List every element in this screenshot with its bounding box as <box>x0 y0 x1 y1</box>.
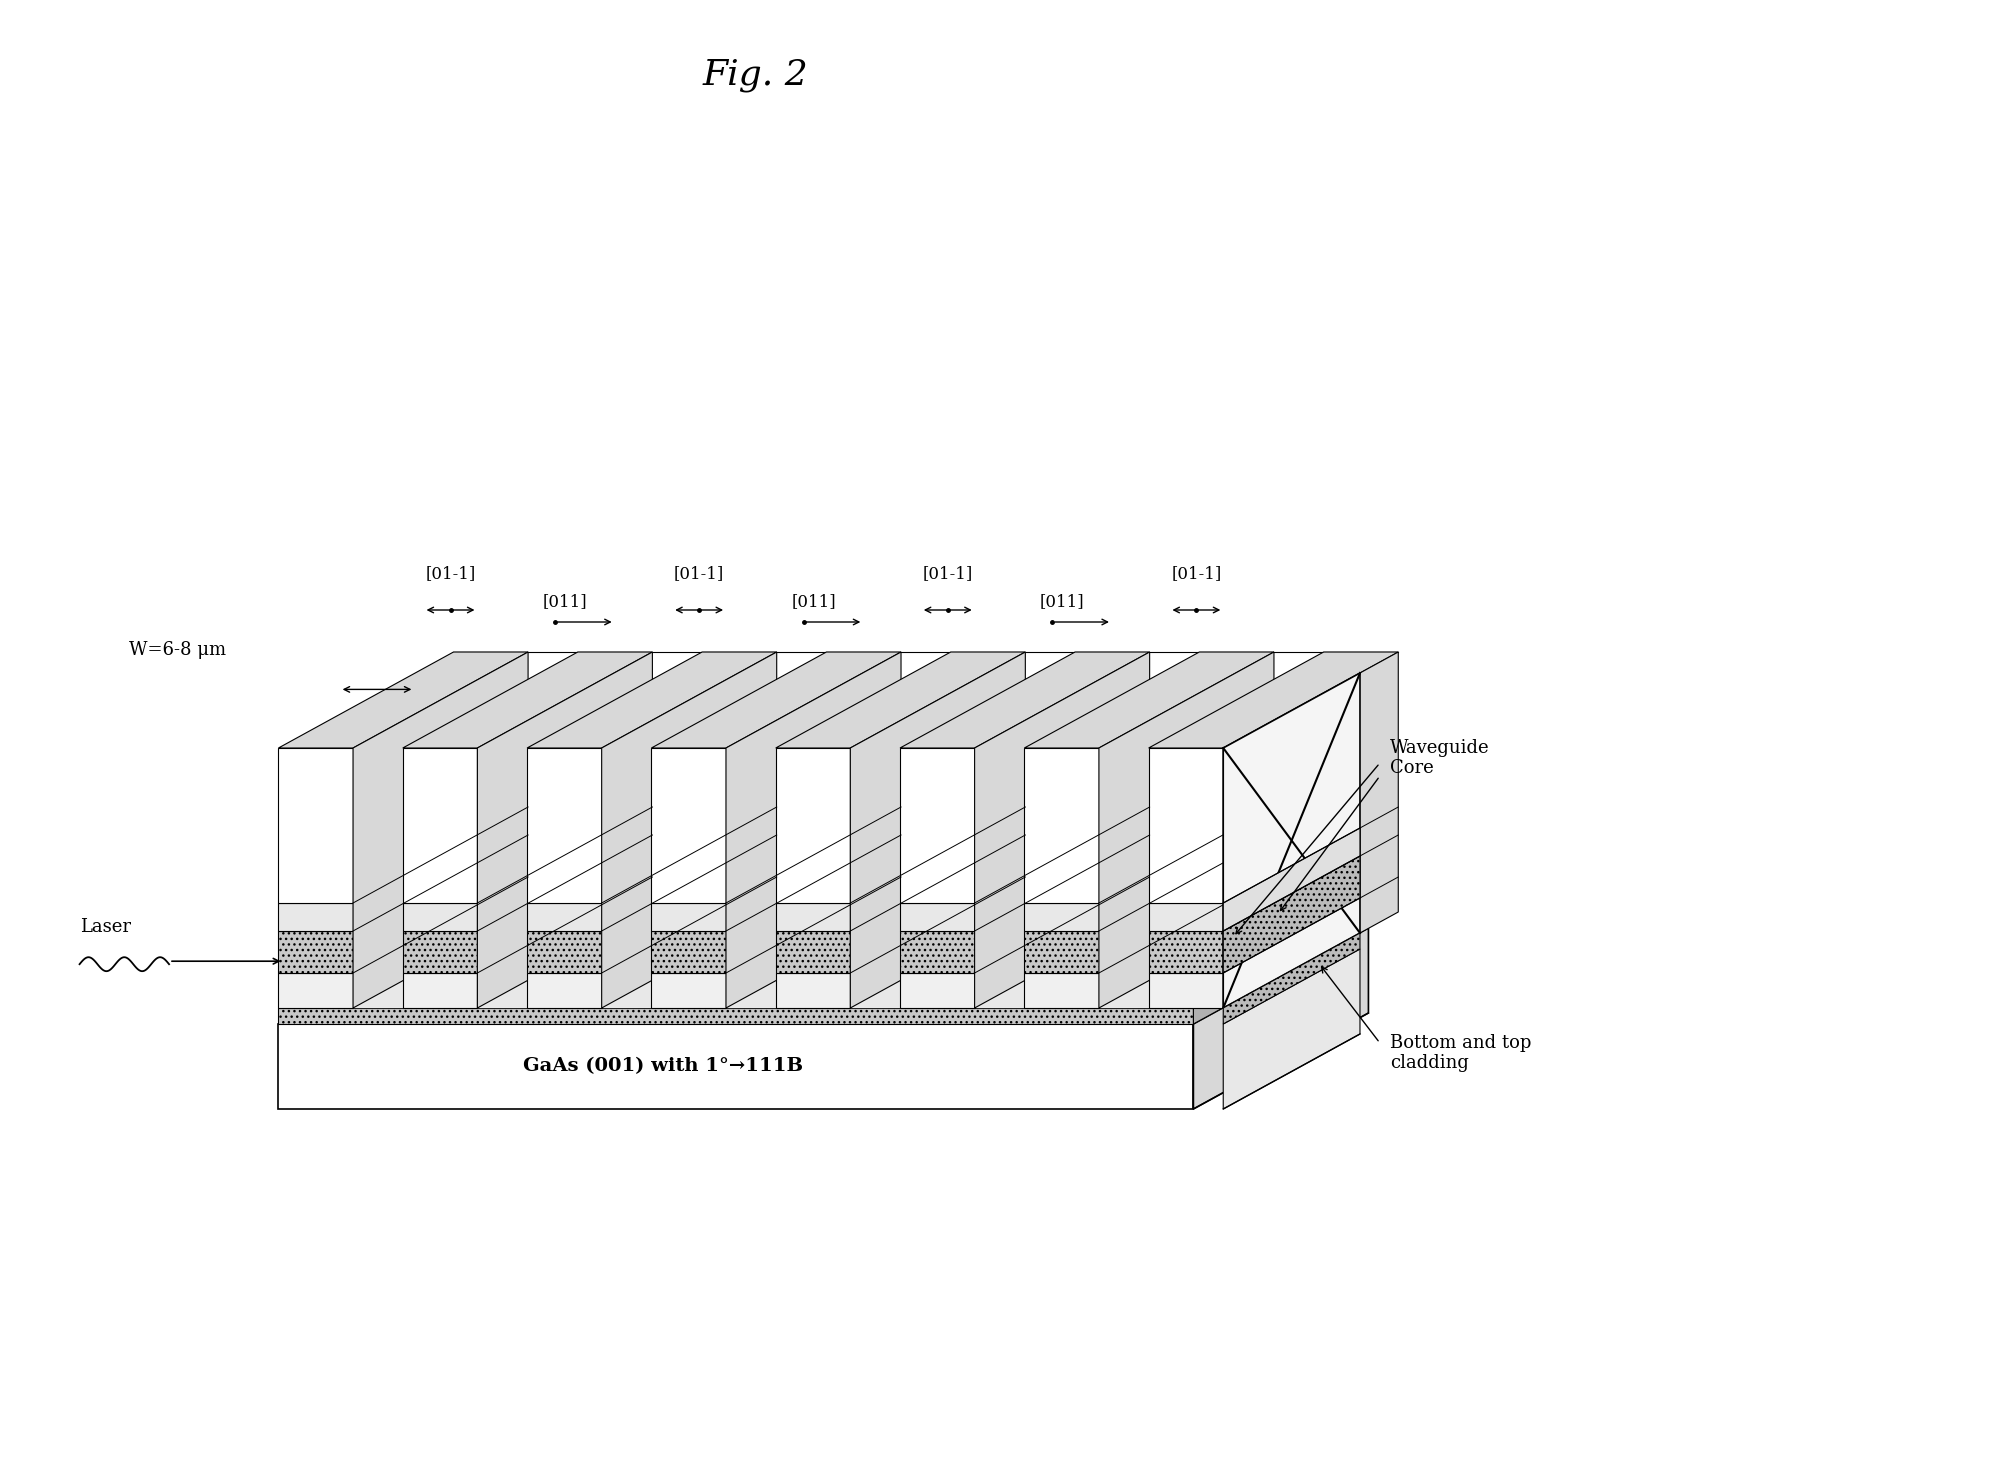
Polygon shape <box>278 903 354 931</box>
Polygon shape <box>726 931 776 973</box>
Polygon shape <box>402 652 652 748</box>
Polygon shape <box>975 973 1024 1008</box>
Polygon shape <box>601 903 650 931</box>
Polygon shape <box>477 931 527 973</box>
Polygon shape <box>354 903 402 931</box>
Polygon shape <box>899 973 975 1008</box>
Text: Waveguide
Core: Waveguide Core <box>1390 738 1490 778</box>
Polygon shape <box>975 903 1024 931</box>
Polygon shape <box>278 652 529 748</box>
Polygon shape <box>650 931 726 973</box>
Polygon shape <box>402 748 477 903</box>
Polygon shape <box>354 973 402 1008</box>
Polygon shape <box>1024 931 1098 973</box>
Polygon shape <box>477 973 527 1008</box>
Text: [01-1]: [01-1] <box>923 565 973 582</box>
Polygon shape <box>527 973 601 1008</box>
Polygon shape <box>1150 652 1398 748</box>
Polygon shape <box>278 748 354 903</box>
Polygon shape <box>1223 856 1360 973</box>
Polygon shape <box>1098 903 1150 931</box>
Polygon shape <box>402 931 477 973</box>
Polygon shape <box>601 652 776 1008</box>
Polygon shape <box>650 973 726 1008</box>
Polygon shape <box>278 1024 1193 1109</box>
Polygon shape <box>1150 748 1223 903</box>
Polygon shape <box>851 973 899 1008</box>
Polygon shape <box>851 652 1026 1008</box>
Polygon shape <box>975 931 1024 973</box>
Polygon shape <box>1024 973 1098 1008</box>
Polygon shape <box>650 748 726 903</box>
Polygon shape <box>851 931 899 973</box>
Text: W=6-8 μm: W=6-8 μm <box>129 641 227 659</box>
Polygon shape <box>899 652 1150 748</box>
Polygon shape <box>776 748 851 903</box>
Polygon shape <box>1024 748 1098 903</box>
Polygon shape <box>278 928 1368 1024</box>
Polygon shape <box>975 652 1150 1008</box>
Polygon shape <box>1098 931 1150 973</box>
Polygon shape <box>1223 948 1360 1109</box>
Polygon shape <box>402 903 477 931</box>
Text: [01-1]: [01-1] <box>426 565 475 582</box>
Polygon shape <box>1150 973 1223 1008</box>
Polygon shape <box>601 973 650 1008</box>
Polygon shape <box>899 748 975 903</box>
Text: [01-1]: [01-1] <box>1172 565 1221 582</box>
Polygon shape <box>650 652 901 748</box>
Text: [011]: [011] <box>792 592 835 610</box>
Polygon shape <box>527 652 776 748</box>
Polygon shape <box>278 1008 1193 1024</box>
Polygon shape <box>1098 652 1273 1008</box>
Polygon shape <box>650 903 726 931</box>
Polygon shape <box>726 652 901 1008</box>
Polygon shape <box>1223 829 1360 931</box>
Polygon shape <box>354 931 402 973</box>
Polygon shape <box>776 931 851 973</box>
Polygon shape <box>1223 673 1360 1008</box>
Polygon shape <box>527 931 601 973</box>
Polygon shape <box>776 652 1026 748</box>
Text: [01-1]: [01-1] <box>674 565 724 582</box>
Text: GaAs (001) with 1°→111B: GaAs (001) with 1°→111B <box>523 1058 804 1075</box>
Text: Bottom and top
cladding: Bottom and top cladding <box>1390 1033 1532 1072</box>
Polygon shape <box>527 903 601 931</box>
Polygon shape <box>1193 928 1368 1109</box>
Polygon shape <box>776 903 851 931</box>
Text: Fig. 2: Fig. 2 <box>702 58 810 92</box>
Polygon shape <box>776 973 851 1008</box>
Polygon shape <box>1024 652 1273 748</box>
Polygon shape <box>278 912 1368 1008</box>
Polygon shape <box>601 931 650 973</box>
Polygon shape <box>726 973 776 1008</box>
Polygon shape <box>899 903 975 931</box>
Polygon shape <box>402 973 477 1008</box>
Polygon shape <box>527 748 601 903</box>
Polygon shape <box>1098 973 1150 1008</box>
Polygon shape <box>1024 903 1098 931</box>
Polygon shape <box>1223 652 1398 1008</box>
Polygon shape <box>477 652 652 1008</box>
Polygon shape <box>726 903 776 931</box>
Polygon shape <box>851 903 899 931</box>
Polygon shape <box>1150 931 1223 973</box>
Polygon shape <box>354 652 529 1008</box>
Polygon shape <box>1223 932 1360 1024</box>
Polygon shape <box>899 931 975 973</box>
Polygon shape <box>278 931 354 973</box>
Text: Laser: Laser <box>80 918 131 937</box>
Polygon shape <box>1193 912 1368 1024</box>
Text: [011]: [011] <box>1040 592 1084 610</box>
Polygon shape <box>1150 903 1223 931</box>
Polygon shape <box>477 903 527 931</box>
Text: [011]: [011] <box>543 592 587 610</box>
Polygon shape <box>278 973 354 1008</box>
